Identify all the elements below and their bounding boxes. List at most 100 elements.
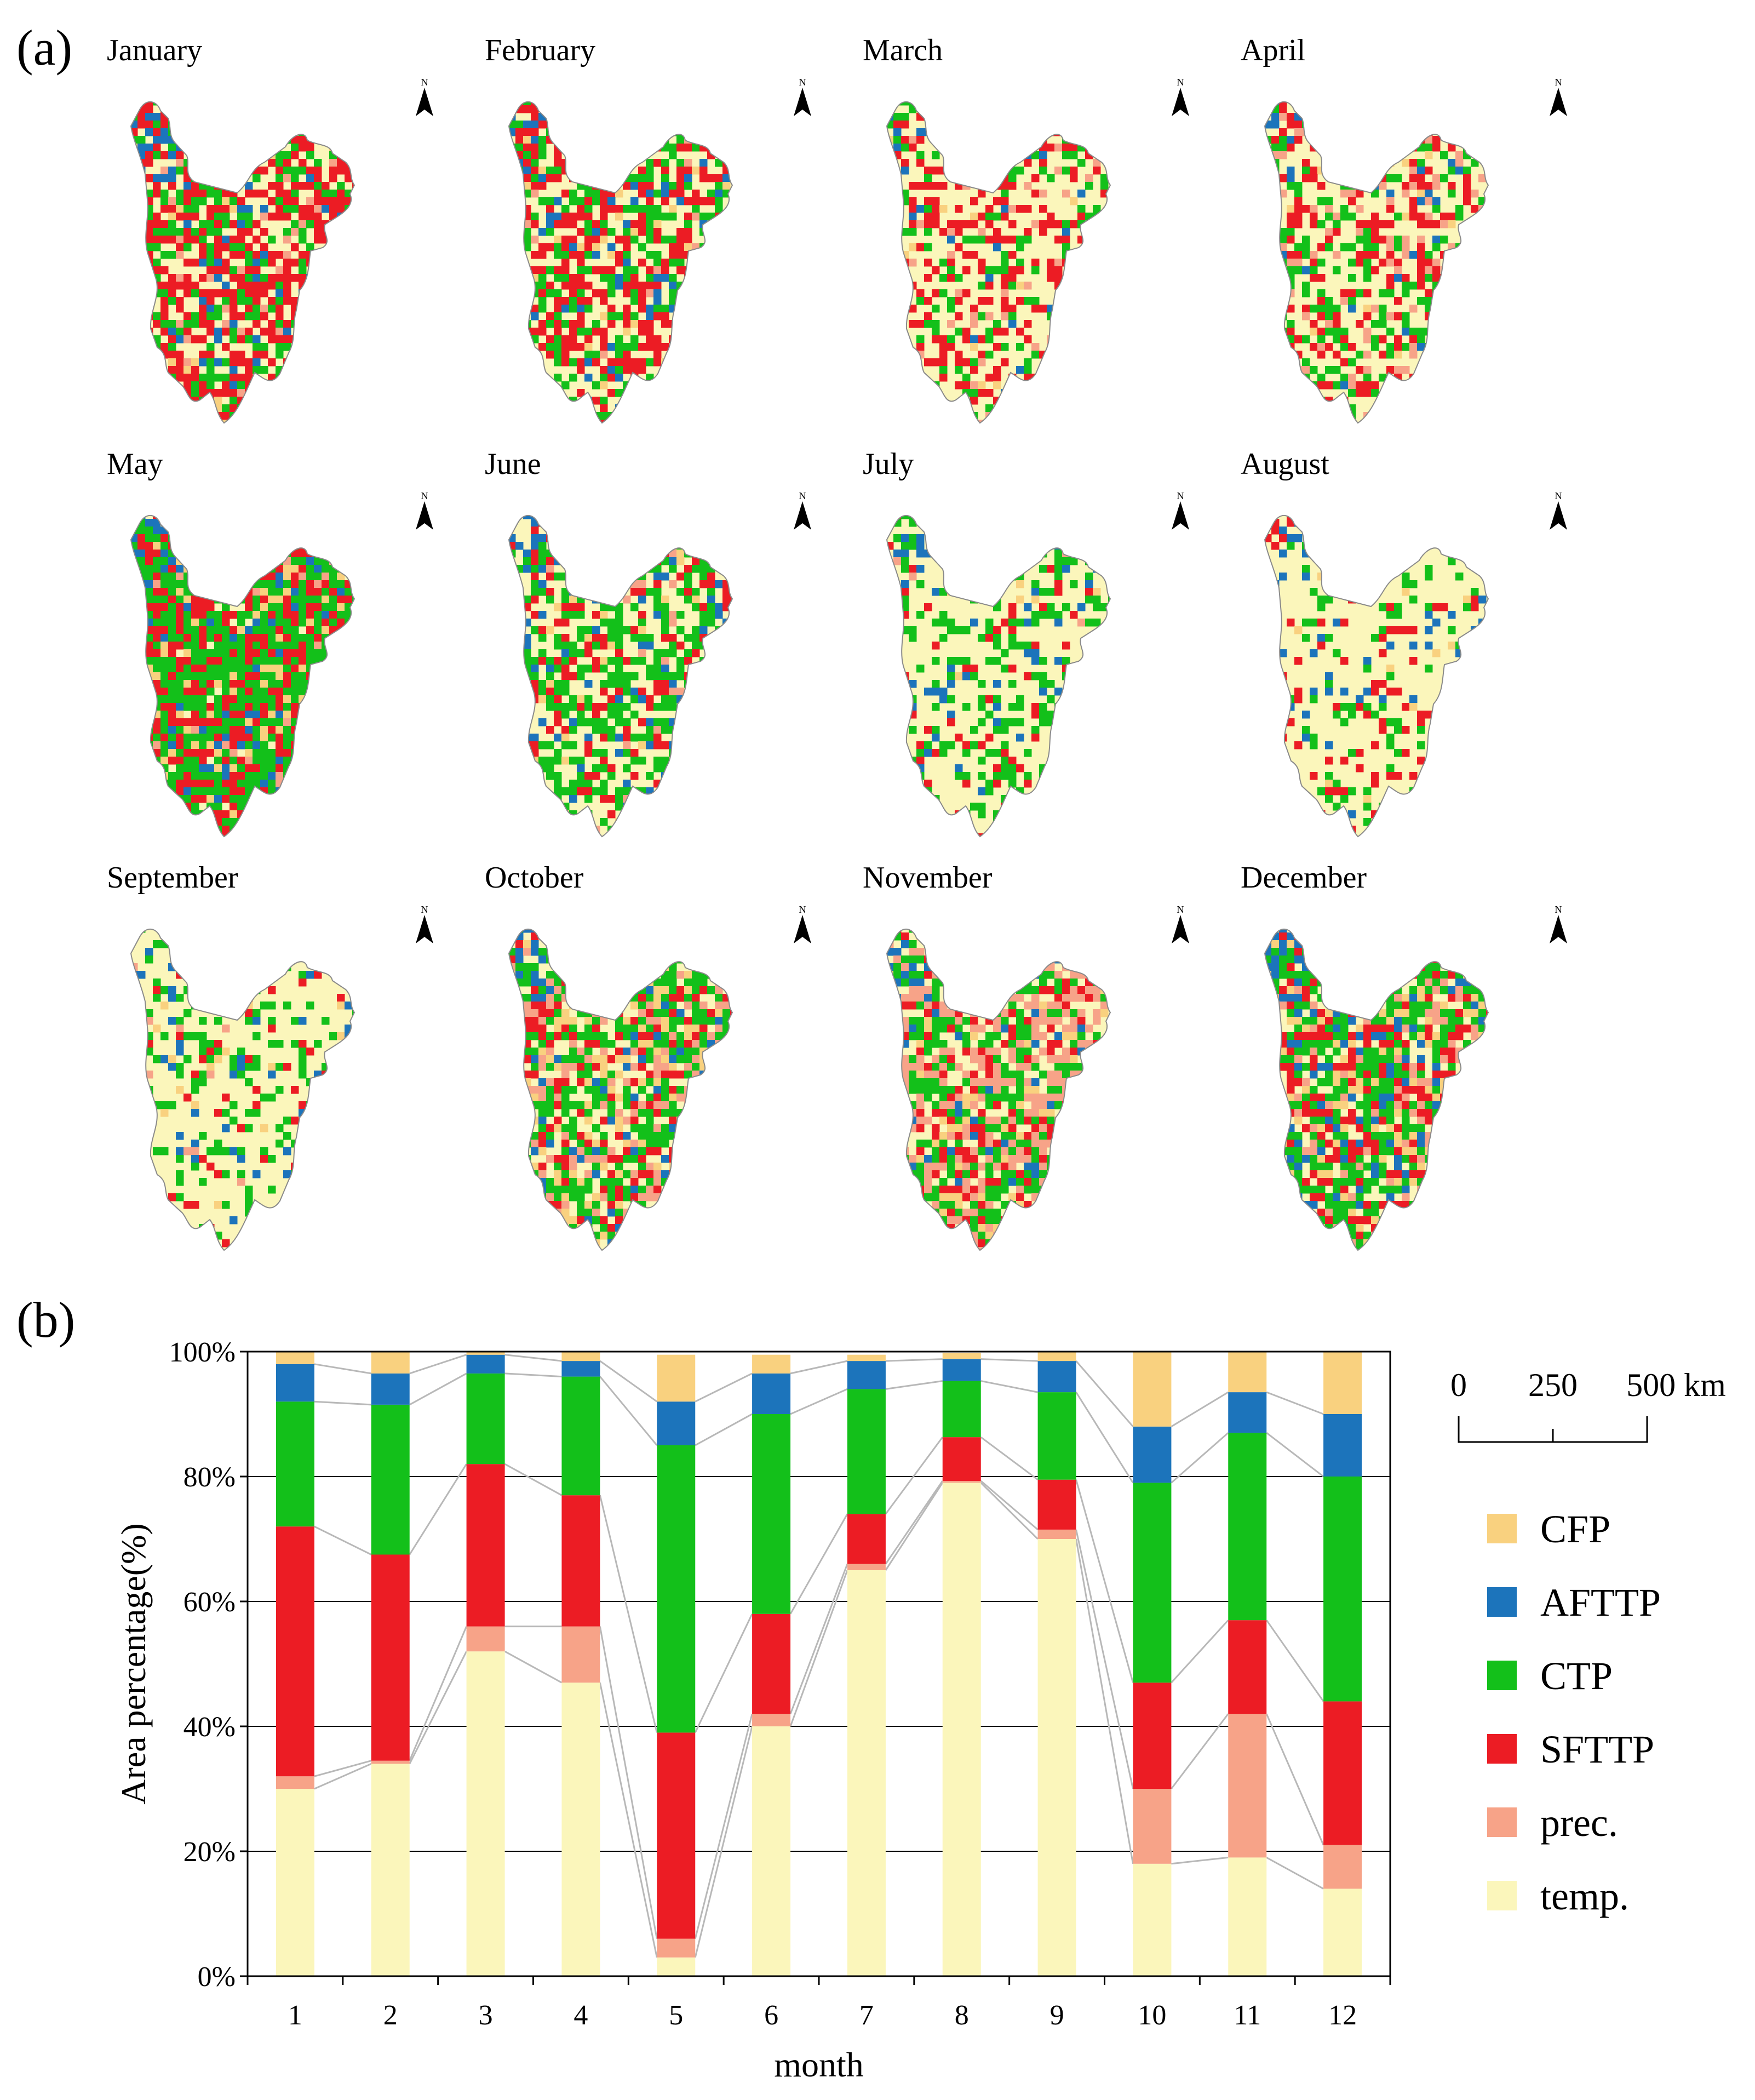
north-label: N	[1177, 77, 1184, 88]
bar-sfttp-month-7	[847, 1514, 886, 1564]
connector-afttp	[790, 1360, 848, 1375]
bar-prec-month-5	[657, 1938, 696, 1958]
connector-temp	[504, 1650, 563, 1684]
north-arrow-icon	[1172, 501, 1189, 530]
connector-afttp	[409, 1354, 467, 1375]
x-axis-label: month	[774, 2045, 864, 2084]
x-tick-label-7: 7	[859, 2000, 874, 2031]
x-tick-label-10: 10	[1138, 2000, 1166, 2031]
north-arrow-icon	[794, 88, 811, 116]
bar-prec-month-11	[1228, 1714, 1267, 1858]
map-title-december: December	[1241, 861, 1367, 895]
map-title-july: July	[863, 447, 914, 481]
map-august: August N	[1241, 447, 1567, 837]
bar-cfp-month-7	[847, 1354, 886, 1361]
north-arrow-icon	[1550, 915, 1567, 943]
legend-label-prec: prec.	[1540, 1801, 1618, 1845]
scale-tick-500: 500 km	[1626, 1367, 1726, 1403]
bar-afttp-month-1	[276, 1364, 314, 1402]
map-landcover-september	[131, 929, 354, 1251]
map-november: November N	[863, 861, 1189, 1251]
map-landcover-july	[887, 515, 1110, 837]
north-arrow-icon	[1550, 88, 1567, 116]
bar-prec-month-7	[847, 1564, 886, 1570]
bar-cfp-month-5	[657, 1354, 696, 1402]
connector-ctp	[504, 1372, 562, 1378]
bar-cfp-month-9	[1037, 1352, 1076, 1361]
x-axis-ticks: 1 2 3 4 5 6 7 8 9 10 11 12	[246, 1976, 1391, 2031]
connector-temp	[1266, 1857, 1324, 1890]
map-july: July N	[863, 447, 1189, 837]
bar-prec-month-12	[1323, 1845, 1362, 1889]
y-tick-label: 40%	[183, 1712, 236, 1743]
connector-ctp	[599, 1376, 658, 1446]
bar-temp-month-9	[1037, 1539, 1076, 1976]
bar-sfttp-month-3	[466, 1464, 505, 1627]
connector-sfttp	[694, 1613, 753, 1733]
x-tick-label-9: 9	[1050, 2000, 1064, 2031]
bar-ctp-month-6	[752, 1414, 791, 1614]
bar-afttp-month-8	[942, 1359, 981, 1381]
bar-temp-month-11	[1228, 1857, 1267, 1976]
bar-ctp-month-7	[847, 1389, 886, 1514]
bar-ctp-month-12	[1323, 1477, 1362, 1702]
map-title-october: October	[485, 861, 584, 895]
map-january: January N	[107, 33, 433, 424]
map-title-february: February	[485, 33, 595, 67]
bar-afttp-month-3	[466, 1354, 505, 1374]
map-september: September N	[107, 861, 433, 1251]
map-title-may: May	[107, 447, 163, 481]
bar-ctp-month-4	[561, 1376, 600, 1496]
y-tick-label: 60%	[183, 1587, 236, 1618]
bar-ctp-month-2	[371, 1404, 410, 1555]
north-arrow-icon	[1172, 915, 1189, 943]
map-april: April N	[1241, 33, 1567, 424]
map-landcover-may	[131, 515, 354, 837]
bar-ctp-month-1	[276, 1401, 314, 1527]
bar-prec-month-10	[1133, 1789, 1172, 1864]
bar-temp-month-4	[561, 1683, 600, 1976]
bar-afttp-month-4	[561, 1361, 600, 1377]
connector-sfttp	[980, 1436, 1039, 1480]
bars	[276, 1352, 1362, 1976]
map-title-november: November	[863, 861, 993, 895]
bar-temp-month-12	[1323, 1889, 1362, 1976]
map-landcover-june	[509, 515, 732, 837]
map-title-september: September	[107, 861, 238, 895]
bar-cfp-month-8	[942, 1353, 981, 1359]
bar-sfttp-month-1	[276, 1526, 314, 1777]
north-label: N	[1177, 904, 1184, 915]
x-tick-label-6: 6	[764, 2000, 778, 2031]
bar-temp-month-8	[942, 1483, 981, 1976]
bar-ctp-month-5	[657, 1445, 696, 1733]
connector-temp	[980, 1482, 1039, 1540]
x-tick-label-4: 4	[573, 2000, 588, 2031]
x-tick-label-11: 11	[1234, 2000, 1261, 2031]
connector-temp	[789, 1570, 848, 1727]
map-june: June N	[485, 447, 811, 837]
legend-swatch-cfp	[1487, 1514, 1517, 1543]
connector-temp	[694, 1726, 753, 1958]
bar-afttp-month-5	[657, 1401, 696, 1445]
legend-label-sfttp: SFTTP	[1540, 1727, 1654, 1771]
connector-afttp	[695, 1372, 753, 1403]
bar-cfp-month-12	[1323, 1352, 1362, 1414]
north-arrow-icon	[1172, 88, 1189, 116]
north-label: N	[1555, 490, 1562, 501]
bar-prec-month-1	[276, 1776, 314, 1789]
bar-temp-month-3	[466, 1651, 505, 1976]
bar-cfp-month-6	[752, 1354, 791, 1374]
north-label: N	[799, 490, 806, 501]
north-arrow-icon	[794, 915, 811, 943]
north-label: N	[799, 77, 806, 88]
bar-sfttp-month-5	[657, 1732, 696, 1939]
connector-prec	[409, 1626, 467, 1761]
connector-prec	[599, 1626, 658, 1939]
legend-label-ctp: CTP	[1540, 1654, 1613, 1698]
bar-temp-month-10	[1133, 1863, 1172, 1976]
map-december: December N	[1241, 861, 1567, 1251]
connector-sfttp	[885, 1437, 943, 1515]
connector-afttp	[1171, 1391, 1229, 1428]
bar-prec-month-4	[561, 1626, 600, 1683]
